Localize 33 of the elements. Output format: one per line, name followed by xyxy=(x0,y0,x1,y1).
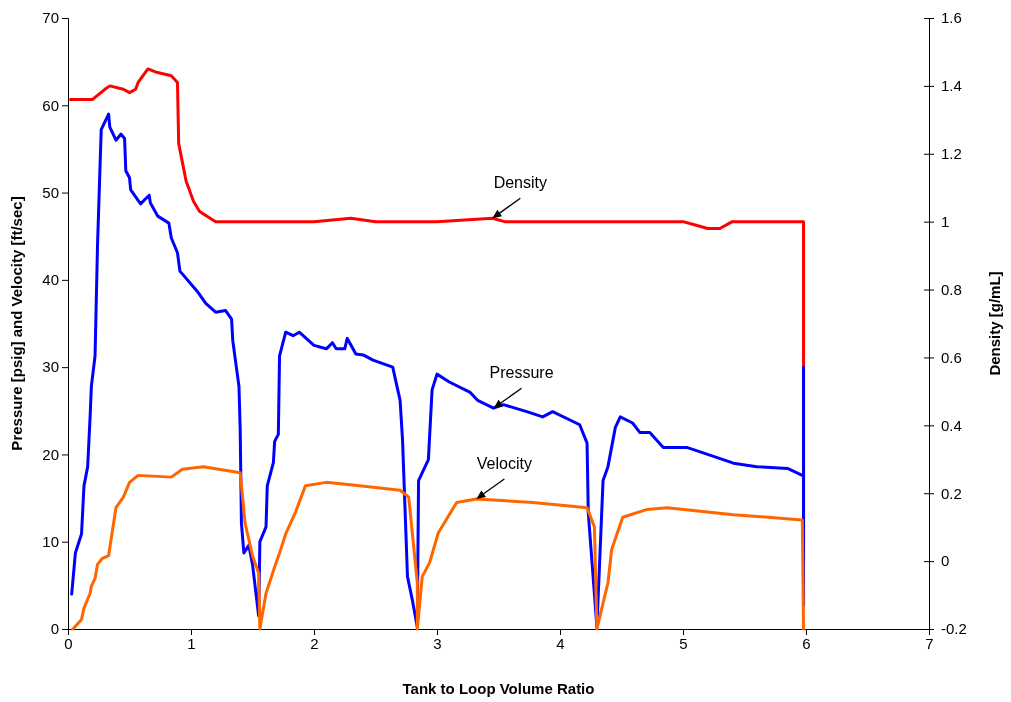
y-tick-label: 50 xyxy=(42,183,59,201)
y-tick-label: 10 xyxy=(42,533,59,551)
y2-tick-label: 0.6 xyxy=(941,348,962,366)
y2-tick-label: 0.4 xyxy=(941,416,962,434)
y2-tick-label: 1.6 xyxy=(941,9,962,27)
x-tick-label: 7 xyxy=(925,634,934,652)
y2-tick-label: 1.4 xyxy=(941,77,962,95)
x-tick-label: 1 xyxy=(187,634,196,652)
y-tick-label: 40 xyxy=(42,271,59,289)
y-axis-title: Pressure [psig] and Velocity [ft/sec] xyxy=(8,196,25,451)
y2-tick-label: 1 xyxy=(941,212,950,230)
y-tick-label: 70 xyxy=(42,9,59,27)
y2-tick-label: 1.2 xyxy=(941,145,962,163)
x-axis-title: Tank to Loop Volume Ratio xyxy=(402,680,595,697)
x-tick-label: 3 xyxy=(433,634,442,652)
y2-tick-label: 0 xyxy=(941,552,950,570)
y-tick-label: 20 xyxy=(42,445,59,463)
x-tick-label: 4 xyxy=(556,634,565,652)
x-tick-label: 5 xyxy=(679,634,688,652)
series-label: Pressure xyxy=(489,364,554,382)
y2-axis-title: Density [g/mL] xyxy=(986,271,1003,376)
y2-tick-label: 0.8 xyxy=(941,280,962,298)
x-tick-label: 2 xyxy=(310,634,319,652)
y-tick-label: 30 xyxy=(42,358,59,376)
line-series xyxy=(70,112,806,629)
y-tick-label: 60 xyxy=(42,96,59,114)
x-tick-label: 0 xyxy=(64,634,73,652)
x-tick-label: 6 xyxy=(802,634,811,652)
y2-tick-label: 0.2 xyxy=(941,484,962,502)
series-label: Density xyxy=(493,174,548,192)
y-tick-label: 0 xyxy=(50,620,59,638)
series-label: Velocity xyxy=(476,454,532,472)
y2-tick-label: -0.2 xyxy=(941,620,967,638)
